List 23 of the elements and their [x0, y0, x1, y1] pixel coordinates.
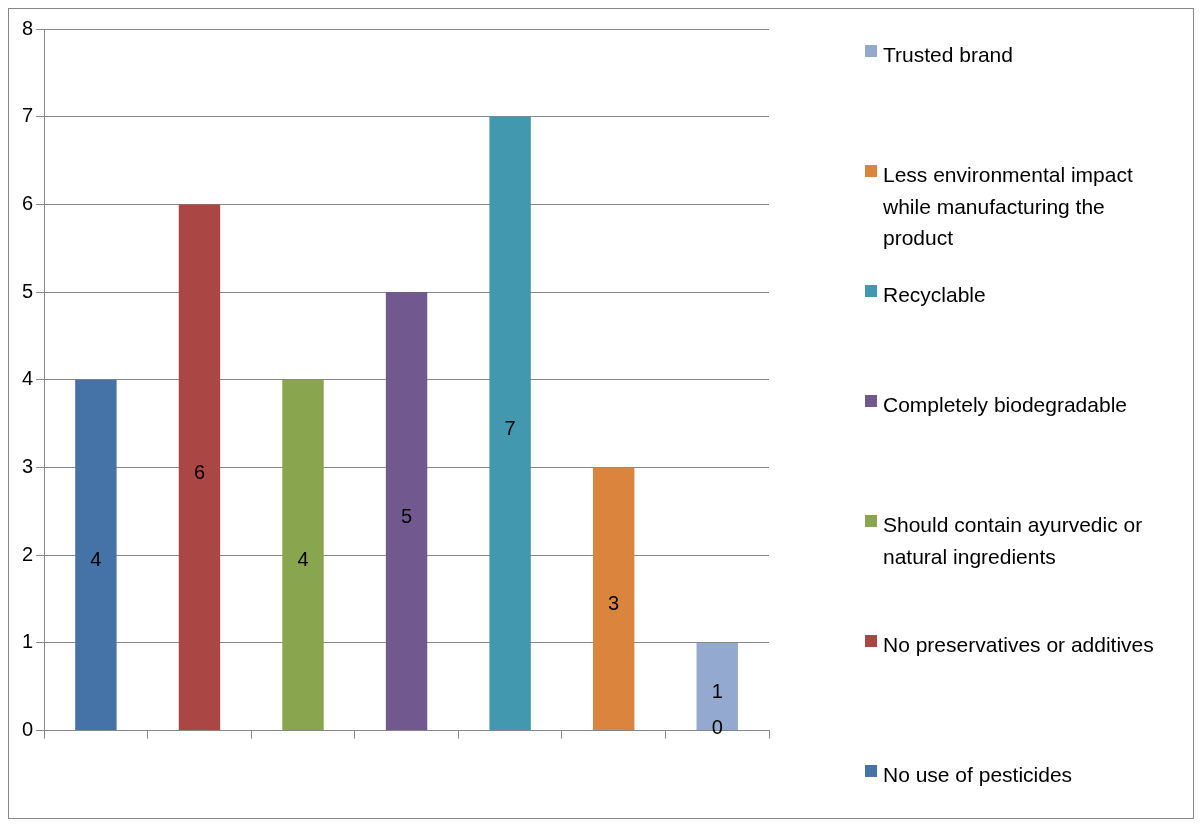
y-tick-label: 4: [22, 367, 34, 390]
data-label: 5: [401, 504, 413, 527]
data-label: 4: [297, 548, 309, 571]
legend-label: Should contain ayurvedic or natural ingredients: [883, 512, 1144, 570]
y-tick-label: 2: [22, 542, 34, 565]
y-tick-label: 0: [22, 718, 34, 741]
data-label: 4: [90, 548, 102, 571]
legend-label: Less environmental impact while manufacturing the product: [883, 162, 1134, 251]
data-label: 3: [608, 592, 620, 615]
y-tick-label: 8: [22, 16, 34, 39]
legend-label: Completely biodegradable: [883, 392, 1127, 418]
y-tick-label: 3: [22, 455, 34, 478]
y-tick-label: 5: [22, 279, 34, 302]
data-label: 1 0: [711, 680, 723, 739]
data-label: 7: [504, 416, 516, 439]
legend-label: Trusted brand: [883, 42, 1013, 68]
y-tick-label: 1: [22, 630, 34, 653]
y-tick-label: 7: [22, 104, 34, 127]
legend-label: No use of pesticides: [883, 762, 1073, 788]
legend-label: No preservatives or additives: [883, 632, 1154, 658]
legend-label: Recyclable: [883, 282, 986, 308]
y-tick-label: 6: [22, 191, 34, 214]
data-label: 6: [193, 460, 206, 483]
